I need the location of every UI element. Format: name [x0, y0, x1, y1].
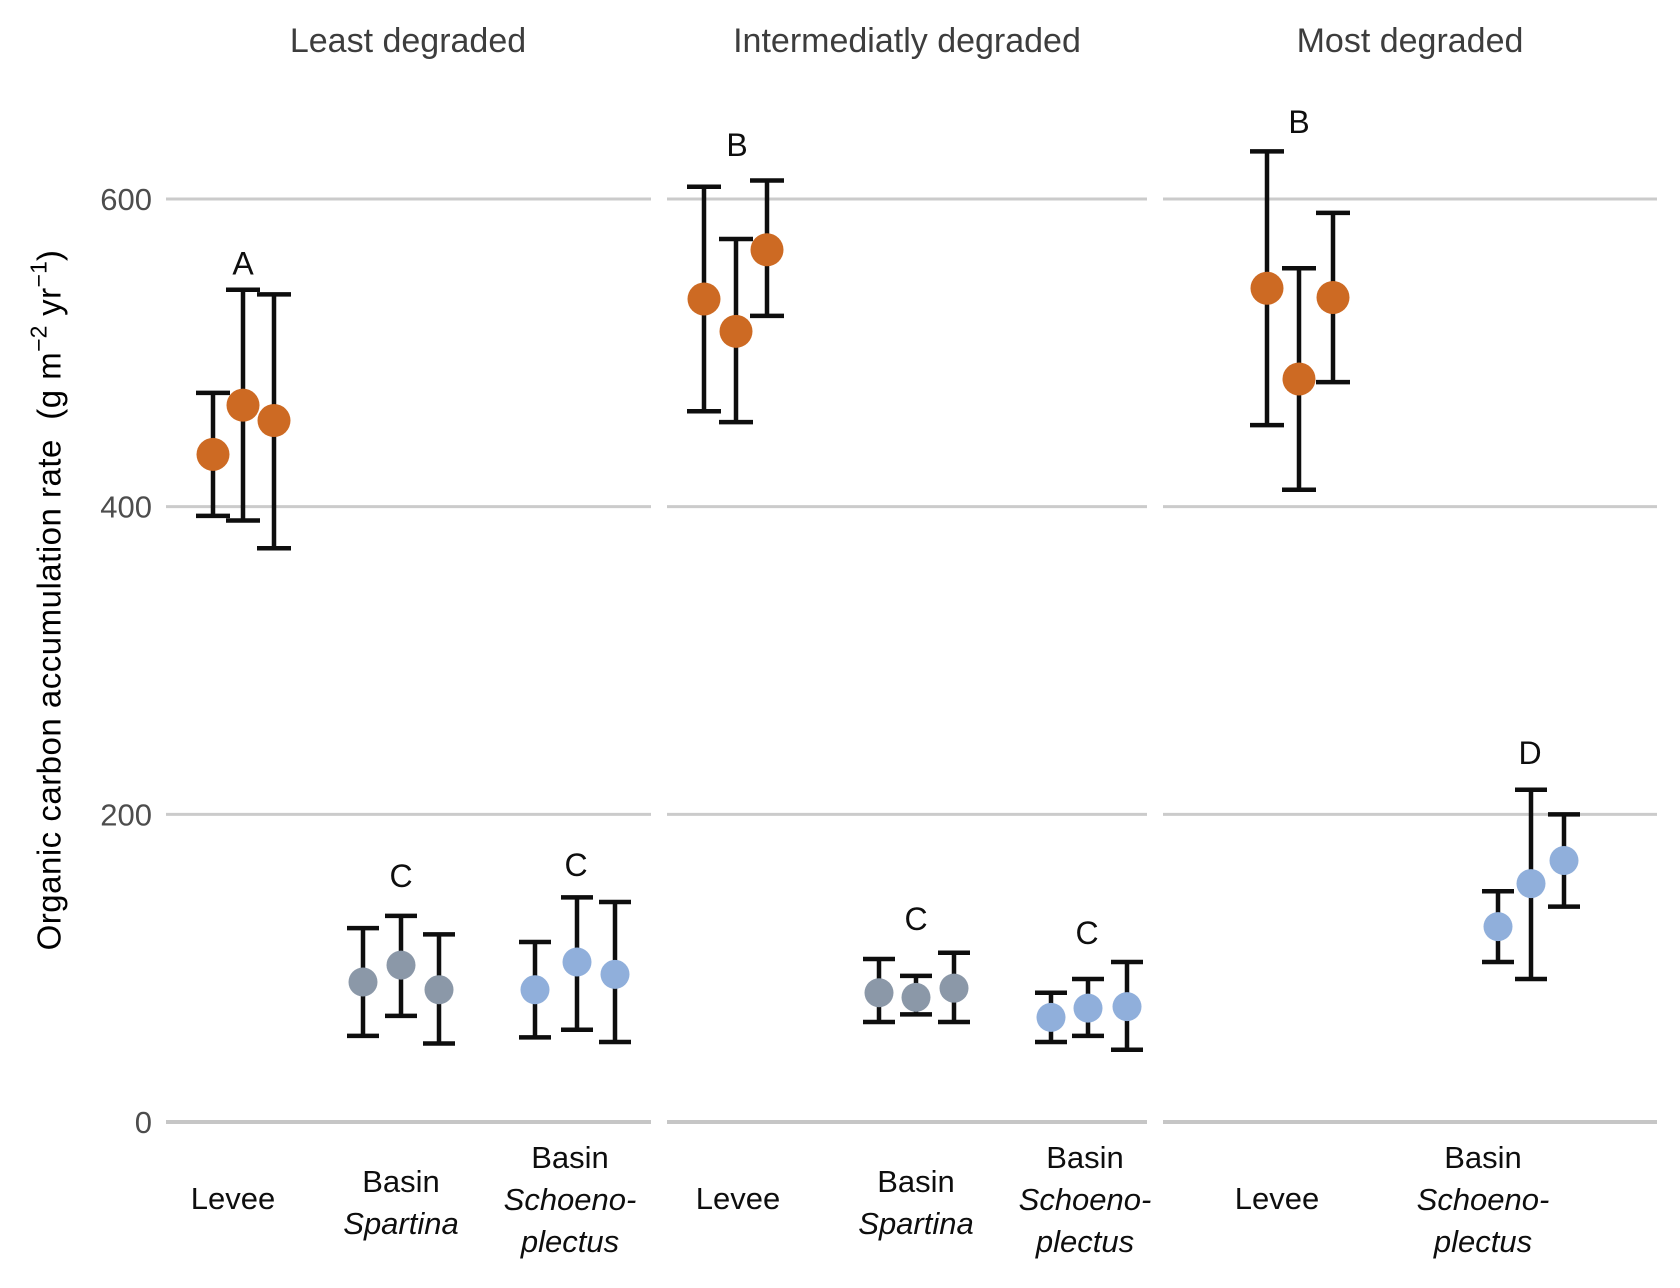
y-tick-label: 200 — [100, 797, 152, 832]
significance-letter: B — [1288, 104, 1309, 140]
y-tick-label: 400 — [100, 490, 152, 525]
x-category-label: Basin — [1444, 1140, 1522, 1175]
y-tick-label: 600 — [100, 182, 152, 217]
data-point — [1112, 992, 1142, 1022]
x-category-label: Basin — [1046, 1140, 1124, 1175]
data-point — [719, 314, 753, 348]
data-point — [226, 388, 260, 422]
data-point — [901, 982, 931, 1012]
significance-letter: A — [232, 246, 254, 282]
y-axis-label-superscript: −2 — [25, 325, 52, 352]
data-point — [1483, 912, 1513, 942]
data-point — [600, 959, 630, 989]
significance-letter: C — [904, 901, 927, 937]
y-axis-label-text: yr — [30, 287, 68, 326]
x-category-label: Basin — [531, 1140, 609, 1175]
panel-title: Most degraded — [1297, 22, 1524, 60]
data-point — [257, 404, 291, 438]
x-category-label: Levee — [696, 1181, 780, 1216]
data-point — [1516, 869, 1546, 899]
x-category-label: Basin — [877, 1164, 955, 1199]
data-point — [386, 950, 416, 980]
significance-letter: C — [1075, 915, 1098, 951]
panel-title: Least degraded — [290, 22, 526, 60]
significance-letter: B — [726, 127, 747, 163]
x-category-label: Spartina — [343, 1206, 458, 1241]
x-category-label: plectus — [520, 1224, 619, 1259]
significance-letter: C — [389, 858, 412, 894]
data-point — [348, 967, 378, 997]
y-axis-label: Organic carbon accumulation rate (g m−2 … — [26, 250, 69, 951]
x-category-label: plectus — [1035, 1224, 1134, 1259]
y-tick-label: 0 — [135, 1105, 152, 1140]
y-axis-label-text: Organic carbon accumulation rate (g m — [30, 351, 68, 951]
data-point — [424, 975, 454, 1005]
x-category-label: plectus — [1433, 1224, 1532, 1259]
x-category-label: Schoeno- — [1019, 1182, 1152, 1217]
y-axis-label-text: ) — [30, 249, 68, 262]
data-point — [939, 973, 969, 1003]
y-axis-label-superscript: −1 — [25, 261, 52, 288]
data-point — [562, 947, 592, 977]
data-point — [196, 437, 230, 471]
x-category-label: Schoeno- — [504, 1182, 637, 1217]
significance-letter: D — [1518, 735, 1541, 771]
x-category-label: Schoeno- — [1417, 1182, 1550, 1217]
significance-letter: C — [564, 847, 587, 883]
data-point — [1282, 362, 1316, 396]
data-point — [1316, 280, 1350, 314]
data-point — [1073, 993, 1103, 1023]
data-point — [864, 978, 894, 1008]
data-point — [1250, 271, 1284, 305]
data-point — [520, 975, 550, 1005]
x-category-label: Levee — [191, 1181, 275, 1216]
panel-title: Intermediatly degraded — [733, 22, 1081, 60]
x-category-label: Spartina — [858, 1206, 973, 1241]
x-category-label: Basin — [362, 1164, 440, 1199]
data-point — [1549, 845, 1579, 875]
data-point — [1036, 1002, 1066, 1032]
x-category-label: Levee — [1235, 1181, 1319, 1216]
data-point — [687, 282, 721, 316]
data-point — [750, 233, 784, 267]
